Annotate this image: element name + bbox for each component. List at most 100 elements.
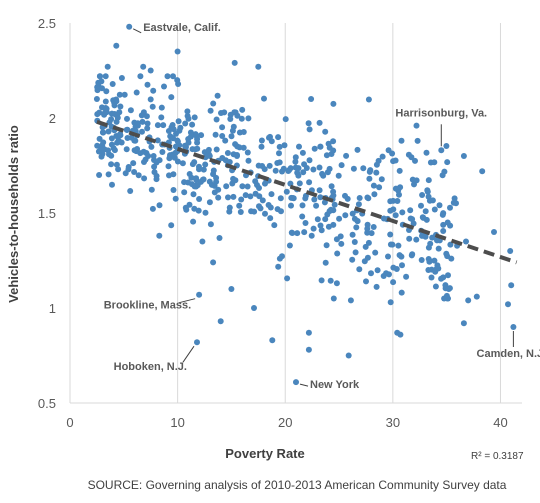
data-point bbox=[95, 148, 102, 155]
data-point bbox=[215, 186, 222, 193]
data-point bbox=[195, 207, 202, 214]
data-point bbox=[365, 239, 372, 246]
data-point bbox=[505, 301, 511, 308]
data-point bbox=[351, 239, 358, 245]
data-point bbox=[108, 135, 115, 142]
data-point bbox=[305, 120, 312, 127]
data-point bbox=[316, 187, 323, 194]
data-point bbox=[394, 198, 401, 204]
data-point bbox=[232, 141, 239, 148]
data-point bbox=[190, 191, 197, 198]
data-point bbox=[356, 266, 363, 273]
data-point bbox=[258, 143, 265, 150]
data-point bbox=[299, 213, 306, 220]
data-point bbox=[259, 197, 266, 204]
data-point bbox=[333, 280, 340, 287]
data-point bbox=[279, 168, 285, 175]
data-point bbox=[108, 116, 115, 123]
data-point bbox=[115, 137, 122, 144]
data-point bbox=[314, 216, 321, 223]
data-point bbox=[207, 221, 214, 228]
data-point bbox=[370, 224, 377, 230]
data-point bbox=[206, 153, 213, 159]
data-point bbox=[423, 149, 430, 156]
data-point bbox=[154, 122, 161, 129]
data-point bbox=[171, 154, 178, 161]
data-point bbox=[385, 147, 392, 154]
data-point bbox=[94, 142, 101, 149]
data-point bbox=[261, 166, 268, 173]
data-point bbox=[170, 126, 177, 133]
data-point bbox=[288, 194, 295, 201]
data-point bbox=[327, 277, 334, 284]
data-point bbox=[115, 166, 122, 173]
x-tick-label: 40 bbox=[493, 415, 507, 430]
y-tick-label: 2 bbox=[49, 111, 56, 126]
data-point bbox=[418, 257, 425, 263]
data-point bbox=[311, 196, 318, 203]
data-point bbox=[104, 63, 111, 70]
data-point bbox=[419, 192, 426, 198]
data-point bbox=[440, 210, 447, 217]
data-point bbox=[217, 318, 224, 325]
data-point bbox=[479, 168, 486, 175]
data-point bbox=[213, 146, 220, 153]
data-point bbox=[156, 202, 163, 209]
data-point bbox=[308, 96, 315, 102]
data-point bbox=[139, 128, 145, 135]
data-point bbox=[139, 118, 146, 125]
data-point bbox=[93, 96, 100, 102]
data-point bbox=[144, 81, 151, 88]
data-point bbox=[170, 73, 176, 80]
data-point bbox=[105, 128, 112, 135]
data-point bbox=[153, 176, 160, 183]
data-point bbox=[324, 169, 331, 176]
data-point bbox=[193, 183, 200, 190]
data-point bbox=[248, 208, 255, 215]
data-point bbox=[435, 265, 442, 272]
data-point bbox=[141, 159, 147, 165]
data-point bbox=[268, 191, 275, 198]
data-point bbox=[387, 299, 394, 306]
data-point bbox=[316, 119, 323, 126]
data-point bbox=[138, 112, 145, 119]
data-point bbox=[194, 339, 200, 346]
data-point bbox=[175, 118, 182, 125]
data-point bbox=[111, 147, 118, 154]
data-point bbox=[222, 137, 229, 144]
data-point bbox=[371, 191, 378, 198]
data-point bbox=[353, 224, 360, 231]
data-point bbox=[438, 147, 445, 154]
data-point bbox=[131, 169, 138, 175]
data-point bbox=[322, 259, 329, 266]
data-point bbox=[413, 236, 420, 243]
data-point bbox=[267, 133, 273, 140]
data-point bbox=[424, 187, 431, 194]
data-point bbox=[216, 235, 223, 241]
data-point bbox=[431, 257, 438, 264]
y-tick-label: 0.5 bbox=[38, 396, 56, 411]
annotation-label: Harrisonburg, Va. bbox=[395, 107, 487, 119]
data-point bbox=[110, 97, 117, 104]
data-point bbox=[432, 283, 439, 290]
data-point bbox=[199, 238, 206, 245]
data-point bbox=[435, 245, 442, 252]
data-point bbox=[321, 199, 328, 206]
data-point bbox=[172, 195, 179, 202]
data-point bbox=[247, 193, 254, 200]
data-point bbox=[156, 157, 163, 164]
data-point bbox=[251, 305, 257, 311]
data-point bbox=[440, 221, 447, 228]
data-point bbox=[113, 161, 120, 168]
data-point bbox=[444, 219, 451, 226]
data-point bbox=[397, 331, 404, 338]
data-point bbox=[194, 145, 201, 152]
axes: 0 10 20 30 40 0.5 1 1.5 2 2.5 bbox=[38, 16, 522, 430]
data-point bbox=[202, 209, 209, 216]
data-point bbox=[427, 240, 434, 247]
x-tick-label: 0 bbox=[66, 415, 73, 430]
data-point bbox=[124, 115, 130, 122]
data-point bbox=[109, 181, 115, 188]
data-point bbox=[150, 87, 157, 94]
